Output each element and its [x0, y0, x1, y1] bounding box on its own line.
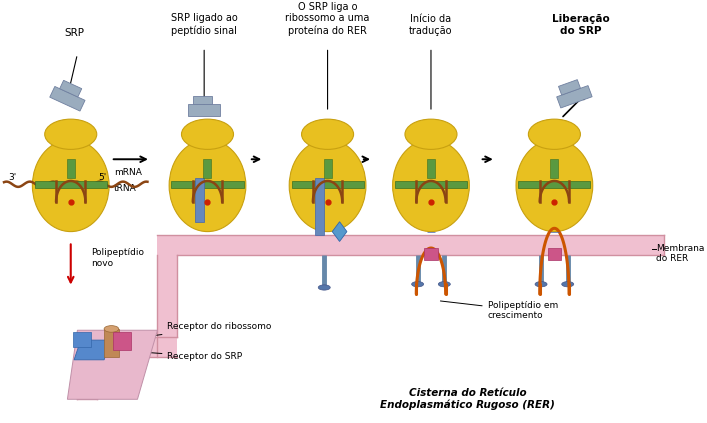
Text: mRNA: mRNA [114, 168, 142, 177]
Polygon shape [74, 340, 111, 360]
Bar [315, 178, 325, 235]
Polygon shape [332, 222, 347, 242]
Text: 5': 5' [98, 173, 106, 182]
Ellipse shape [104, 326, 119, 332]
Ellipse shape [516, 140, 592, 232]
Ellipse shape [169, 140, 246, 232]
Bar [395, 181, 467, 188]
Bar [158, 235, 665, 255]
Bar [73, 332, 91, 347]
Ellipse shape [289, 140, 366, 232]
Bar [35, 181, 107, 188]
Ellipse shape [45, 119, 97, 149]
Bar [66, 159, 75, 178]
Ellipse shape [535, 282, 547, 287]
Polygon shape [59, 80, 82, 97]
Text: O SRP liga o
ribossomo a uma
proteína do RER: O SRP liga o ribossomo a uma proteína do… [286, 2, 370, 36]
Ellipse shape [302, 119, 354, 149]
Bar [77, 337, 177, 357]
Text: SRP: SRP [64, 27, 84, 38]
Polygon shape [67, 330, 158, 399]
Ellipse shape [33, 140, 109, 232]
Text: Membrana
do RER: Membrana do RER [656, 244, 704, 263]
Ellipse shape [318, 285, 330, 290]
Bar [427, 159, 435, 178]
Polygon shape [49, 86, 85, 111]
Polygon shape [556, 85, 592, 108]
Ellipse shape [405, 119, 457, 149]
Bar [195, 178, 204, 222]
Text: 3': 3' [8, 173, 17, 182]
Text: Receptor do ribossomo: Receptor do ribossomo [122, 322, 272, 340]
Ellipse shape [438, 282, 450, 287]
Ellipse shape [411, 282, 423, 287]
Ellipse shape [392, 140, 469, 232]
Ellipse shape [562, 282, 574, 287]
Bar [172, 181, 243, 188]
Polygon shape [559, 80, 580, 95]
Text: Polipeptídio em
crescimento: Polipeptídio em crescimento [440, 301, 558, 320]
Text: tRNA: tRNA [114, 184, 137, 193]
Polygon shape [194, 96, 212, 104]
Bar [424, 248, 438, 260]
Polygon shape [188, 104, 220, 115]
Bar [324, 159, 332, 178]
Text: Receptor do SRP: Receptor do SRP [95, 349, 243, 361]
Bar [548, 248, 561, 260]
Text: Polipeptídio
novo: Polipeptídio novo [90, 248, 144, 268]
Bar [104, 329, 119, 357]
Ellipse shape [182, 119, 233, 149]
Bar [113, 332, 132, 350]
Text: Cisterna do Retículo
Endoplasmático Rugoso (RER): Cisterna do Retículo Endoplasmático Rugo… [380, 388, 555, 410]
Bar [204, 159, 211, 178]
Text: Liberação
do SRP: Liberação do SRP [552, 14, 610, 36]
Bar [77, 337, 98, 399]
Text: Início da
tradução: Início da tradução [409, 14, 452, 36]
Text: SRP ligado ao
peptídio sinal: SRP ligado ao peptídio sinal [171, 14, 238, 36]
Bar [550, 159, 559, 178]
Bar [291, 181, 363, 188]
Bar [518, 181, 590, 188]
Ellipse shape [528, 119, 580, 149]
Bar [158, 255, 177, 357]
